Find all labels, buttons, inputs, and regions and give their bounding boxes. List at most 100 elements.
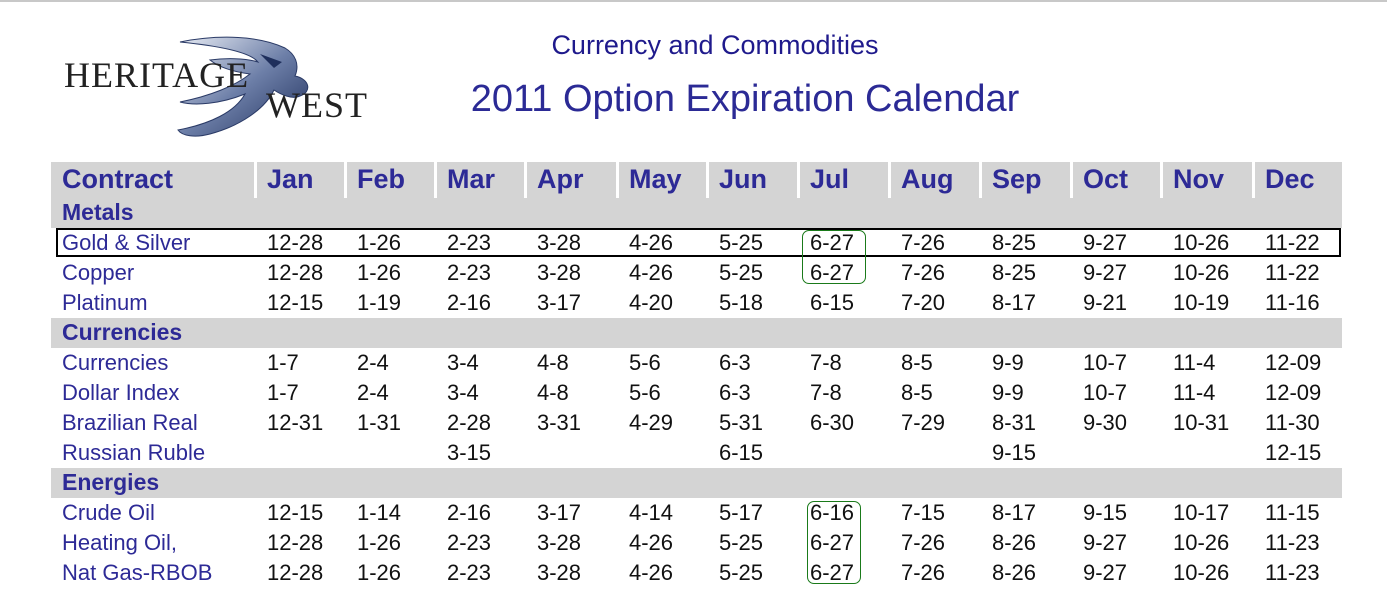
column-header-sep: Sep — [992, 164, 1042, 194]
header-separator — [344, 162, 347, 198]
date-cell: 1-26 — [357, 260, 402, 285]
date-cell: 5-17 — [719, 500, 764, 525]
date-cell: 8-25 — [992, 260, 1037, 285]
date-cell: 1-19 — [357, 290, 402, 315]
date-cell: 8-26 — [992, 560, 1037, 585]
date-cell: 5-31 — [719, 410, 764, 435]
date-cell: 5-25 — [719, 560, 764, 585]
date-cell: 3-28 — [537, 560, 582, 585]
date-cell: 10-7 — [1083, 350, 1128, 375]
date-cell: 3-28 — [537, 260, 582, 285]
date-cell: 7-29 — [901, 410, 946, 435]
date-cell: 5-25 — [719, 230, 764, 255]
header-separator — [1070, 162, 1073, 198]
column-header-aug: Aug — [901, 164, 954, 194]
date-cell: 4-26 — [629, 230, 674, 255]
date-cell: 10-31 — [1173, 410, 1230, 435]
date-cell: 6-27 — [810, 230, 855, 255]
contract-label: Nat Gas-RBOB — [62, 560, 213, 585]
date-cell: 4-14 — [629, 500, 674, 525]
date-cell: 9-15 — [1083, 500, 1128, 525]
date-cell: 10-26 — [1173, 260, 1230, 285]
expiration-calendar-table: Contract Jan Feb Mar Apr May Jun Jul Aug Sep Oct No… — [51, 162, 1342, 588]
date-cell: 12-28 — [267, 260, 324, 285]
date-cell: 6-27 — [810, 530, 855, 555]
column-header-contract: Contract — [62, 164, 174, 194]
date-cell: 9-9 — [992, 380, 1024, 405]
section-row-energies: Energies — [51, 468, 1342, 498]
table-row: Crude Oil 12-15 1-14 2-16 3-17 4-14 5-17 6-16 7-… — [51, 498, 1342, 528]
date-cell: 3-28 — [537, 230, 582, 255]
date-cell: 9-27 — [1083, 260, 1128, 285]
date-cell: 11-23 — [1265, 530, 1320, 555]
highlight-box-jul-metals — [802, 230, 866, 284]
date-cell: 2-4 — [357, 380, 389, 405]
date-cell: 9-30 — [1083, 410, 1128, 435]
date-cell: 2-16 — [447, 500, 492, 525]
column-header-dec: Dec — [1265, 164, 1315, 194]
date-cell: 12-09 — [1265, 350, 1322, 375]
section-label: Energies — [62, 469, 160, 495]
date-cell: 11-30 — [1265, 410, 1320, 435]
column-header-feb: Feb — [357, 164, 406, 194]
date-cell: 12-09 — [1265, 380, 1322, 405]
section-label: Metals — [62, 199, 134, 225]
date-cell: 4-26 — [629, 560, 674, 585]
date-cell: 3-15 — [447, 440, 492, 465]
date-cell: 11-22 — [1265, 230, 1320, 255]
date-cell: 11-23 — [1265, 560, 1320, 585]
date-cell: 1-26 — [357, 530, 402, 555]
table-row: Platinum 12-15 1-19 2-16 3-17 4-20 5-18 6-15 7-2… — [51, 288, 1342, 318]
column-header-jun: Jun — [719, 164, 768, 194]
header-separator — [1252, 162, 1255, 198]
date-cell: 10-26 — [1173, 230, 1230, 255]
date-cell: 5-25 — [719, 260, 764, 285]
header-separator — [1160, 162, 1163, 198]
column-header-mar: Mar — [447, 164, 496, 194]
header-separator — [979, 162, 982, 198]
date-cell: 11-15 — [1265, 500, 1320, 525]
date-cell: 2-4 — [357, 350, 389, 375]
date-cell: 2-23 — [447, 530, 492, 555]
date-cell: 4-20 — [629, 290, 674, 315]
date-cell: 6-3 — [719, 380, 751, 405]
date-cell: 10-26 — [1173, 560, 1230, 585]
date-cell: 12-28 — [267, 230, 324, 255]
date-cell: 8-17 — [992, 500, 1037, 525]
date-cell: 8-25 — [992, 230, 1037, 255]
page-title: 2011 Option Expiration Calendar — [470, 78, 1020, 120]
highlight-box-jul-energies — [807, 501, 861, 584]
date-cell: 1-7 — [267, 380, 299, 405]
date-cell: 10-26 — [1173, 530, 1230, 555]
date-cell: 4-8 — [537, 380, 569, 405]
date-cell: 1-7 — [267, 350, 299, 375]
contract-label: Heating Oil, — [62, 530, 177, 555]
date-cell: 4-26 — [629, 260, 674, 285]
date-cell: 10-17 — [1173, 500, 1230, 525]
contract-label: Russian Ruble — [62, 440, 206, 465]
contract-label: Crude Oil — [62, 500, 155, 525]
date-cell: 5-6 — [629, 350, 661, 375]
date-cell: 7-26 — [901, 260, 946, 285]
header-separator — [706, 162, 709, 198]
date-cell: 6-30 — [810, 410, 855, 435]
date-cell: 12-28 — [267, 530, 324, 555]
date-cell: 11-4 — [1173, 350, 1216, 375]
date-cell: 9-27 — [1083, 230, 1128, 255]
contract-label: Currencies — [62, 350, 169, 375]
logo-text-west: WEST — [266, 85, 368, 125]
date-cell: 5-18 — [719, 290, 764, 315]
date-cell: 11-16 — [1265, 290, 1320, 315]
date-cell: 3-17 — [537, 500, 582, 525]
date-cell: 8-5 — [901, 350, 933, 375]
date-cell: 8-17 — [992, 290, 1037, 315]
date-cell: 3-28 — [537, 530, 582, 555]
date-cell: 4-29 — [629, 410, 674, 435]
date-cell: 5-25 — [719, 530, 764, 555]
column-header-nov: Nov — [1173, 164, 1225, 194]
section-label: Currencies — [62, 319, 183, 345]
section-row-currencies: Currencies — [51, 318, 1342, 348]
page-subtitle: Currency and Commodities — [551, 30, 879, 60]
table-row: Nat Gas-RBOB 12-28 1-26 2-23 3-28 4-26 5-25 6-2… — [51, 558, 1342, 588]
table-row: Heating Oil, 12-28 1-26 2-23 3-28 4-26 5-25 6-2… — [51, 528, 1342, 558]
